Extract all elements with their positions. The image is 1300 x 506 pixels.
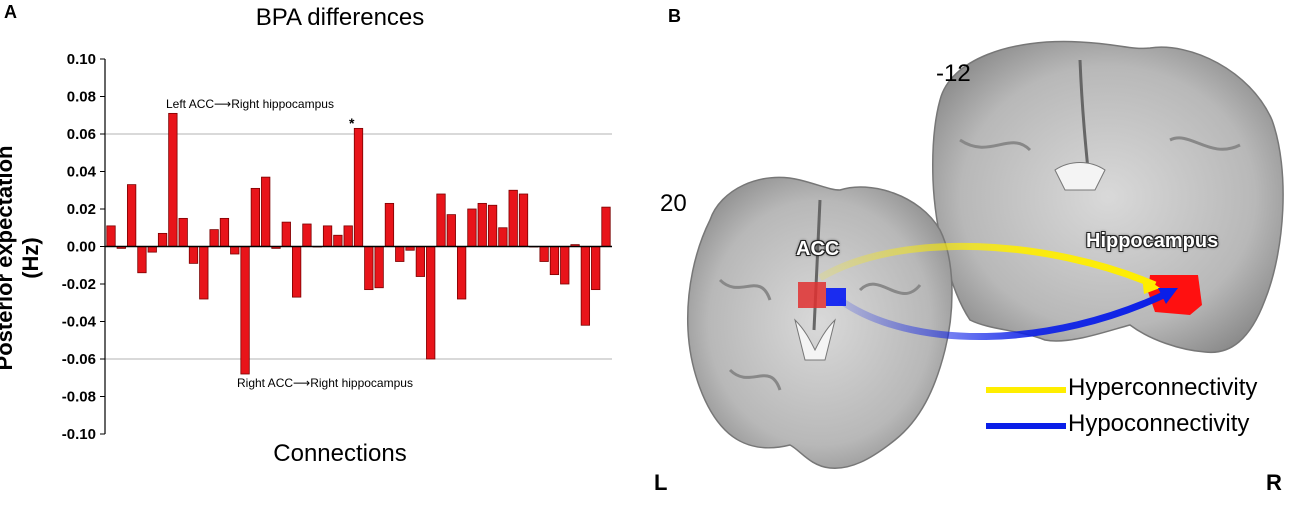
bar: [188, 246, 199, 264]
y-tick-label: 0.10: [67, 51, 96, 68]
bar: [230, 246, 240, 255]
acc-label: ACC: [796, 238, 840, 260]
y-tick-label: -0.10: [62, 426, 96, 443]
bar: [384, 202, 395, 247]
left-hemisphere-label: L: [654, 470, 668, 495]
right-hemisphere-label: R: [1266, 470, 1282, 495]
legend-hypo-label: Hypoconnectivity: [1068, 410, 1250, 437]
significance-star: *: [349, 115, 355, 131]
x-axis-label: Connections: [273, 440, 407, 467]
bar: [364, 246, 374, 291]
bar: [487, 204, 498, 247]
bar: [250, 187, 261, 247]
hippocampus-label: Hippocampus: [1086, 230, 1219, 252]
bar: [322, 225, 333, 247]
acc-region-red: [798, 282, 826, 308]
bar: [199, 246, 209, 300]
bar: [106, 225, 116, 247]
bar: [426, 246, 436, 360]
bar: [395, 246, 405, 262]
bar: [178, 217, 188, 247]
hippocampus-region: [1148, 275, 1202, 315]
bar: [219, 217, 230, 247]
bar: [281, 221, 291, 247]
y-tick-label: 0.06: [67, 126, 96, 143]
bar: [601, 206, 611, 247]
y-tick-label: -0.08: [62, 389, 96, 406]
y-tick-label: 0.08: [67, 89, 96, 106]
panel-a-label: A: [4, 2, 17, 22]
bar: [436, 193, 446, 247]
bar: [539, 246, 549, 262]
y-tick-label: 0.02: [67, 201, 96, 218]
hyperconnectivity-arrow: [818, 242, 1157, 289]
bar: [240, 246, 250, 375]
y-tick-label: -0.06: [62, 351, 96, 368]
bar: [157, 232, 168, 247]
bar: [302, 223, 312, 247]
bar: [518, 193, 529, 247]
bar: [209, 229, 219, 247]
bar: [353, 127, 364, 247]
legend-hypo-swatch: [986, 423, 1066, 429]
bar: [126, 184, 137, 247]
annotation-right-acc: Right ACC⟶Right hippocampus: [237, 376, 413, 390]
bar: [168, 112, 178, 247]
legend-hyper-label: Hyperconnectivity: [1068, 374, 1258, 401]
chart-title: BPA differences: [255, 4, 425, 31]
hypoconnectivity-arrow: [837, 288, 1172, 341]
bar: [374, 246, 384, 289]
bar: [580, 246, 591, 326]
brain-slices-image: [686, 40, 1284, 469]
bar: [415, 246, 426, 277]
y-tick-label: -0.04: [62, 314, 97, 331]
bar: [333, 234, 343, 247]
bar: [508, 189, 518, 247]
y-tick-label: 0.04: [67, 164, 97, 181]
bar: [560, 246, 570, 285]
slice-label-front: 20: [660, 190, 687, 217]
panel-b-label: B: [668, 6, 681, 26]
y-tick-label: -0.02: [62, 276, 96, 293]
bar: [261, 176, 271, 247]
slice-label-back: -12: [936, 60, 971, 87]
bar: [137, 246, 147, 274]
bar: [477, 202, 487, 247]
y-tick-label: 0.00: [67, 239, 96, 256]
bar: [446, 214, 456, 247]
bar: [498, 227, 508, 247]
coronal-slice-back: [932, 40, 1284, 354]
bar: [591, 246, 601, 291]
legend-hyper-swatch: [986, 387, 1066, 393]
bar: [456, 246, 467, 300]
bar: [343, 225, 353, 247]
bar-chart: 0.10 0.08 0.06 0.04 0.02 0.00 -0.02 -0.04 -0.06 -…: [62, 51, 612, 443]
brain-figure: -12 20 ACC Hippocampus Hyperconnectivity…: [650, 30, 1300, 501]
bar: [147, 246, 157, 253]
annotation-left-acc: Left ACC⟶Right hippocampus: [166, 97, 334, 111]
bar: [549, 246, 560, 276]
bar: [291, 246, 302, 298]
bar: [467, 208, 477, 247]
